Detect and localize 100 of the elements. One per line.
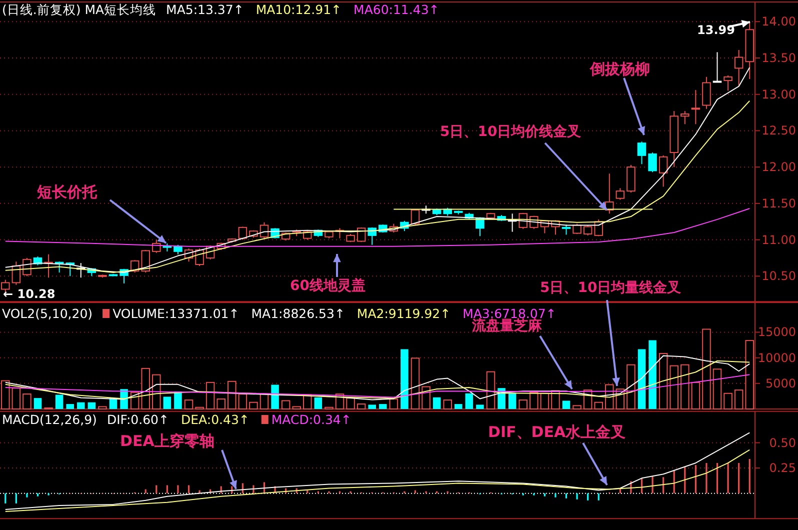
y-tick-label: 10000 bbox=[758, 350, 796, 365]
candlestick bbox=[174, 244, 182, 255]
bar bbox=[98, 406, 107, 410]
annotation: 流盘量芝麻 bbox=[471, 317, 543, 334]
bar bbox=[724, 392, 732, 410]
bar bbox=[216, 398, 226, 410]
annotation: 5日、10日均量线金叉 bbox=[540, 280, 682, 296]
candlestick bbox=[626, 164, 636, 194]
bar bbox=[562, 400, 570, 409]
bar bbox=[238, 394, 248, 410]
bar bbox=[508, 393, 516, 409]
bar bbox=[281, 400, 290, 410]
bar bbox=[88, 402, 96, 409]
bar bbox=[1, 380, 10, 410]
bar bbox=[292, 406, 301, 410]
bar bbox=[346, 398, 355, 410]
bar bbox=[249, 402, 258, 410]
annotation: 短长价托 bbox=[36, 183, 98, 201]
bar bbox=[66, 404, 74, 409]
chart-title: VOL2(5,10,20) bbox=[2, 306, 93, 321]
candlestick bbox=[648, 152, 657, 173]
line-series bbox=[4, 449, 750, 512]
bar bbox=[465, 393, 474, 409]
bar bbox=[206, 382, 215, 410]
text: MA5:13.37↑ bbox=[166, 2, 244, 17]
bar bbox=[163, 396, 172, 409]
bar bbox=[379, 404, 387, 409]
bar bbox=[141, 368, 150, 410]
y-tick-label: 12.00 bbox=[762, 160, 796, 174]
bar bbox=[184, 400, 194, 410]
bar bbox=[22, 394, 32, 410]
y-tick-label: 10.50 bbox=[762, 269, 796, 284]
annotation: 60线地灵盖 bbox=[290, 277, 366, 294]
bar bbox=[670, 365, 678, 410]
bar bbox=[702, 328, 711, 410]
annotation: DEA上穿零轴 bbox=[120, 432, 214, 450]
y-tick-label: 13.00 bbox=[762, 87, 796, 102]
y-tick-label: 15000 bbox=[758, 325, 796, 340]
candlestick bbox=[658, 154, 668, 188]
bar bbox=[530, 392, 538, 410]
bar bbox=[55, 394, 64, 409]
bar bbox=[648, 340, 656, 409]
y-tick-label: 14.00 bbox=[762, 14, 796, 29]
text: DEA:0.43↑ bbox=[181, 412, 250, 427]
bar bbox=[691, 382, 700, 410]
bar bbox=[745, 340, 754, 410]
y-tick-label: 0.50 bbox=[769, 436, 796, 450]
annotation: ← 10.28 bbox=[3, 287, 56, 301]
chart-title: (日线.前复权) MA短长均线 bbox=[2, 2, 156, 17]
candlestick bbox=[1, 279, 10, 293]
bar bbox=[626, 364, 636, 410]
bar bbox=[400, 349, 408, 409]
text: MA60:11.43↑ bbox=[354, 2, 440, 17]
bar bbox=[658, 352, 668, 410]
text: MA1:8826.53↑ bbox=[251, 306, 345, 321]
text: MA10:12.91↑ bbox=[256, 2, 342, 17]
y-tick-label: 11.50 bbox=[762, 196, 796, 210]
bar bbox=[443, 400, 452, 410]
line-series bbox=[4, 100, 750, 274]
bar bbox=[486, 371, 496, 410]
bar bbox=[410, 358, 420, 410]
y-tick-label: 11.00 bbox=[762, 232, 796, 247]
legend-label: VOLUME:13371.01↑ bbox=[112, 306, 240, 321]
bar bbox=[476, 404, 484, 409]
bar bbox=[712, 368, 722, 410]
bar bbox=[432, 397, 441, 409]
candlestick bbox=[260, 222, 269, 239]
annotation: 倒拔杨柳 bbox=[589, 60, 650, 78]
annotation: DIF、DEA水上金叉 bbox=[488, 423, 626, 441]
candlestick bbox=[562, 224, 571, 236]
text: MA2:9119.92↑ bbox=[356, 306, 451, 321]
candlestick bbox=[691, 89, 700, 125]
bar bbox=[422, 386, 430, 410]
bar bbox=[368, 404, 376, 409]
line-series bbox=[4, 208, 750, 247]
bar bbox=[518, 400, 528, 410]
annotation: 5日、10日均价线金叉 bbox=[440, 124, 582, 140]
bar bbox=[594, 402, 603, 410]
bar bbox=[356, 404, 366, 410]
bar bbox=[12, 388, 21, 410]
line-series bbox=[4, 374, 750, 398]
y-tick-label: 5000 bbox=[765, 376, 796, 390]
candlestick bbox=[734, 49, 744, 87]
bar bbox=[454, 404, 462, 409]
bar bbox=[77, 402, 85, 409]
candlestick bbox=[680, 110, 690, 125]
y-tick-label: 0.25 bbox=[769, 461, 796, 476]
candlestick bbox=[724, 74, 732, 92]
y-tick-label: 13.50 bbox=[762, 50, 796, 65]
candlestick bbox=[616, 188, 625, 200]
bar bbox=[271, 384, 279, 409]
chart-title: MACD(12,26,9) bbox=[2, 412, 97, 427]
bar bbox=[680, 364, 690, 410]
bar bbox=[228, 380, 236, 410]
y-tick-label: 12.50 bbox=[762, 124, 796, 138]
legend-label: MACD:0.34↑ bbox=[271, 412, 352, 427]
text: DIF:0.60↑ bbox=[106, 412, 169, 427]
bar bbox=[389, 398, 398, 410]
bar bbox=[152, 374, 161, 410]
bar bbox=[540, 392, 550, 410]
